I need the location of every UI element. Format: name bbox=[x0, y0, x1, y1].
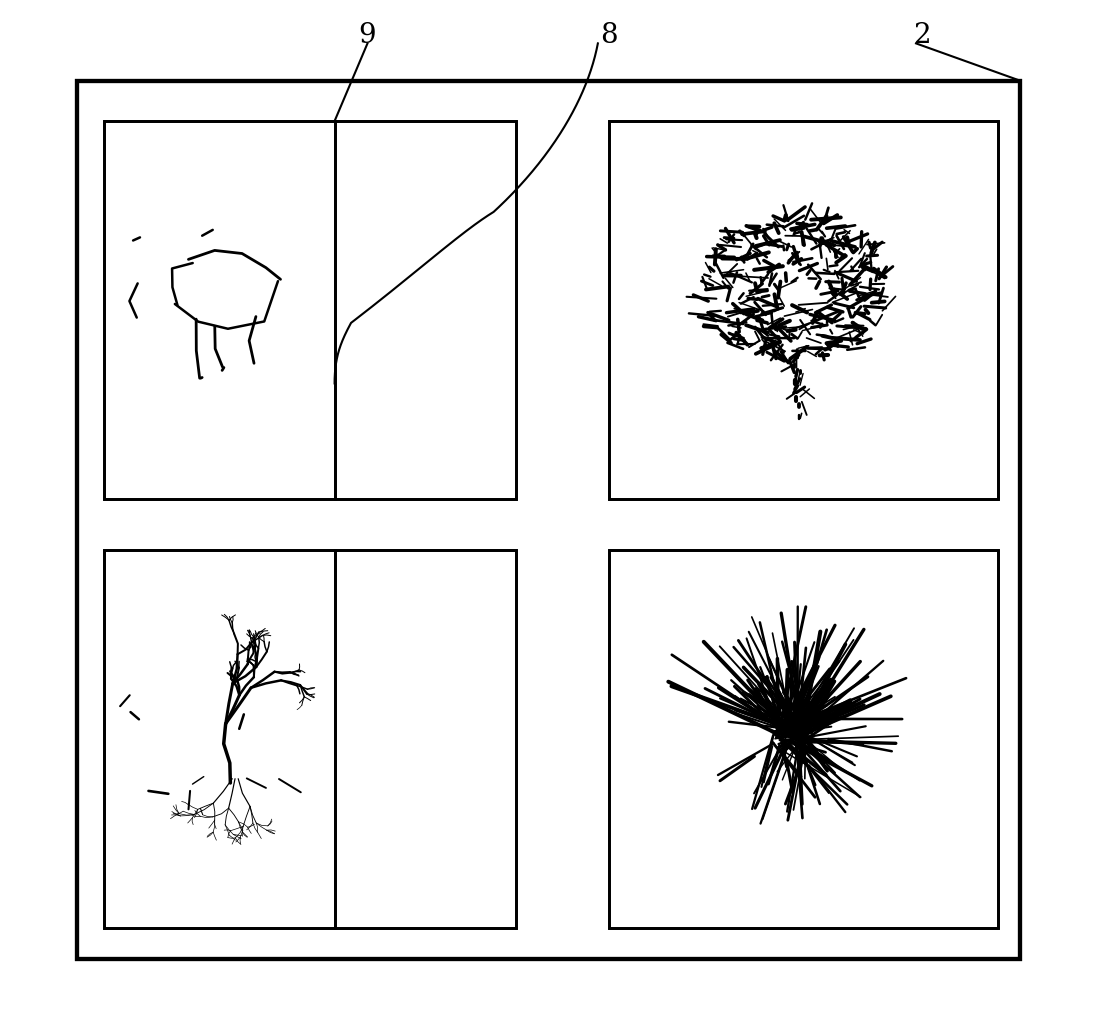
Bar bbox=[77, 81, 1020, 959]
Bar bbox=[104, 121, 516, 499]
Bar bbox=[609, 550, 998, 928]
Bar bbox=[104, 121, 516, 499]
Text: 8: 8 bbox=[600, 22, 618, 48]
Bar bbox=[609, 121, 998, 499]
Bar bbox=[104, 550, 516, 928]
Text: 9: 9 bbox=[359, 22, 376, 48]
Bar bbox=[77, 81, 1020, 959]
Text: 2: 2 bbox=[913, 22, 930, 48]
Bar bbox=[609, 550, 998, 928]
Bar bbox=[104, 550, 516, 928]
Bar bbox=[609, 121, 998, 499]
